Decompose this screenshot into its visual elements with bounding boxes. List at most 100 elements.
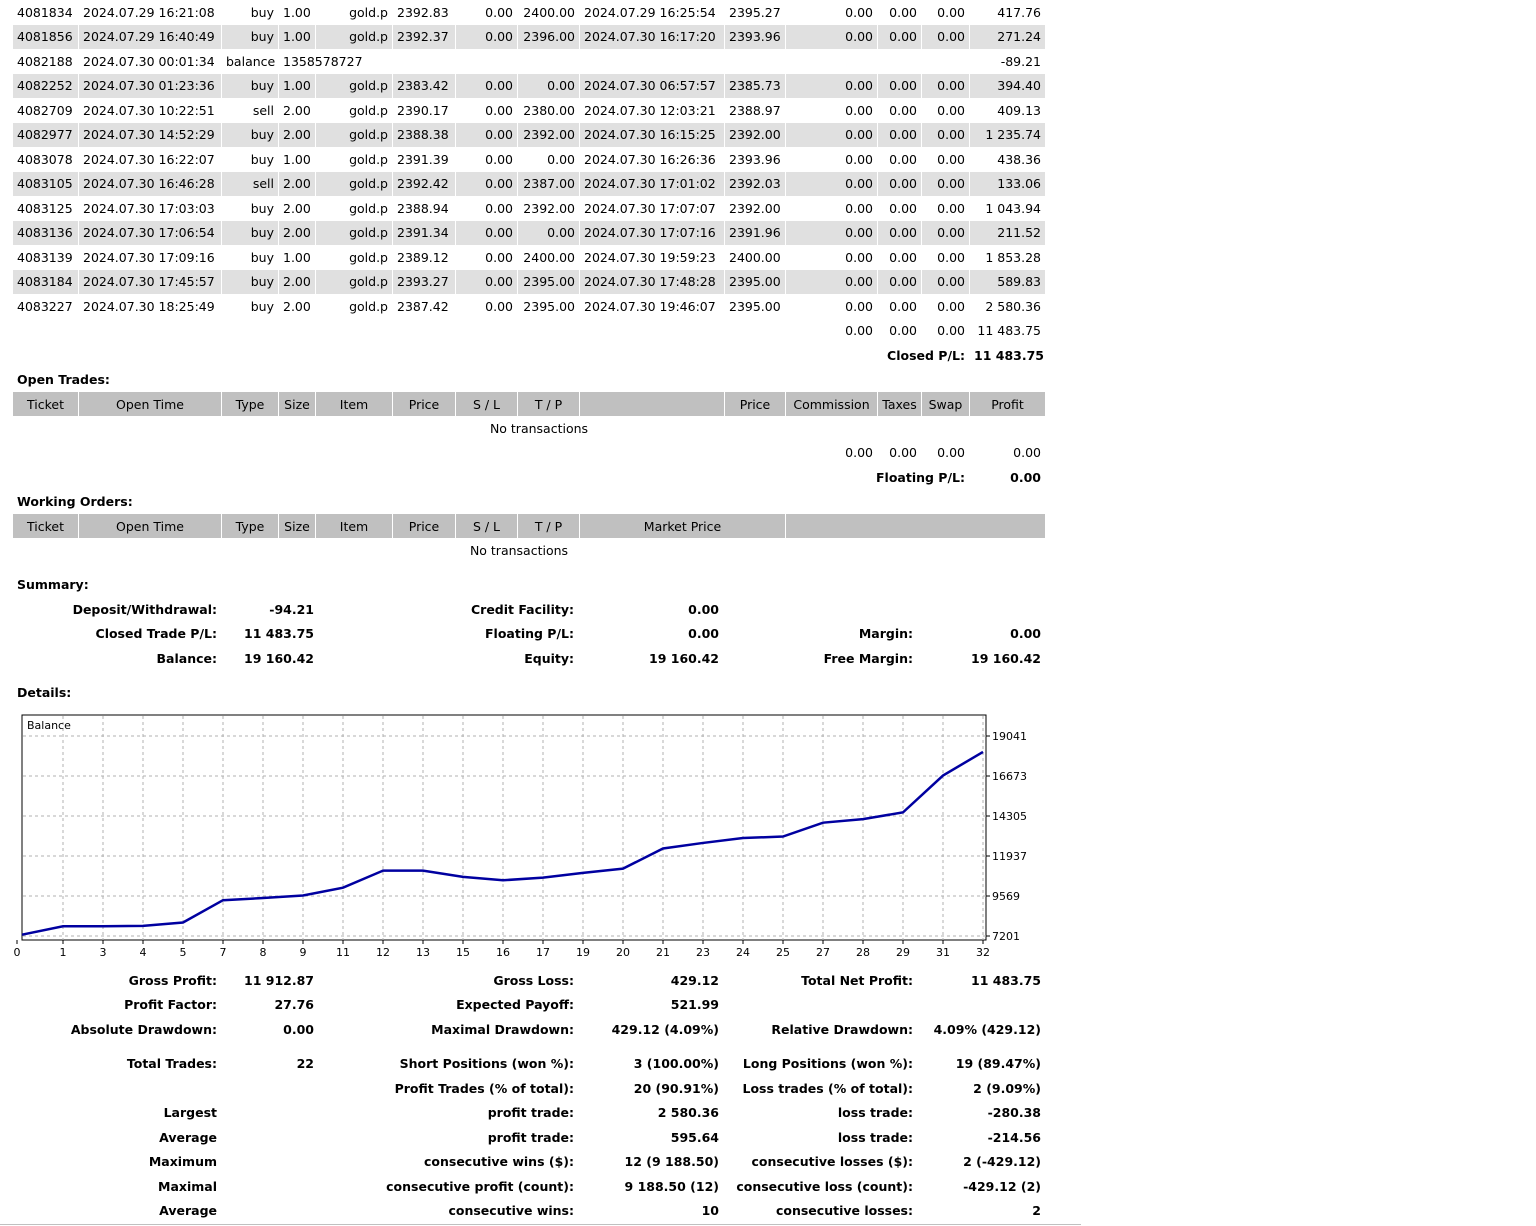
- maximal-cons-profit-label: consecutive profit (count):: [319, 1174, 579, 1199]
- close-time-cell: 2024.07.30 17:48:28: [580, 269, 725, 294]
- close-time-cell: 2024.07.30 16:26:36: [580, 147, 725, 172]
- taxes-cell: 0.00: [878, 294, 922, 319]
- close-price-cell: 2392.03: [725, 171, 786, 196]
- type-cell: buy: [222, 0, 279, 25]
- tp-cell: 2400.00: [518, 245, 580, 270]
- swap-cell: 0.00: [922, 98, 970, 123]
- item-cell: gold.p: [316, 98, 393, 123]
- table-row: 4081856 2024.07.29 16:40:49 buy 1.00 gold.p 2…: [13, 24, 1046, 49]
- profit-factor-label: Profit Factor:: [13, 992, 222, 1017]
- open-trades-col-header: Type: [222, 392, 279, 416]
- close-price-cell: 2395.00: [725, 269, 786, 294]
- average-profit-label: profit trade:: [319, 1125, 579, 1150]
- taxes-cell: 0.00: [878, 245, 922, 270]
- open-trades-col-header: Open Time: [79, 392, 222, 416]
- max-cons-wins-label: consecutive wins ($):: [319, 1149, 579, 1174]
- page-bottom-rule: [0, 1224, 1081, 1225]
- profit-cell: 417.76: [970, 0, 1046, 25]
- taxes-cell: 0.00: [878, 171, 922, 196]
- type-cell: balance: [222, 49, 279, 74]
- chart-y-tick-label: 7201: [992, 930, 1020, 943]
- table-row: 4082188 2024.07.30 00:01:34 balance 1358578…: [13, 49, 1046, 74]
- swap-cell: 0.00: [922, 269, 970, 294]
- open-swap-total: 0.00: [922, 440, 970, 465]
- maximal-cons-loss-label: consecutive loss (count):: [724, 1174, 918, 1199]
- ticket-cell: 4083184: [13, 269, 79, 294]
- balance-value: 19 160.42: [222, 646, 319, 671]
- chart-x-tick-label: 7: [220, 946, 227, 959]
- profit-cell: 133.06: [970, 171, 1046, 196]
- open-time-cell: 2024.07.29 16:21:08: [79, 0, 222, 25]
- table-row: 4081834 2024.07.29 16:21:08 buy 1.00 gold.p 2…: [13, 0, 1046, 25]
- largest-label: Largest: [13, 1100, 222, 1125]
- open-time-cell: 2024.07.30 17:09:16: [79, 245, 222, 270]
- item-cell: gold.p: [316, 122, 393, 147]
- chart-x-tick-label: 25: [776, 946, 790, 959]
- item-cell: gold.p: [316, 220, 393, 245]
- sl-cell: 0.00: [456, 98, 518, 123]
- profit-cell: 2 580.36: [970, 294, 1046, 319]
- closed-pl-row: Closed P/L: 11 483.75: [13, 343, 1046, 368]
- profit-cell: 211.52: [970, 220, 1046, 245]
- summary-floating-label: Floating P/L:: [319, 621, 579, 646]
- open-trades-empty: No transactions: [489, 420, 589, 436]
- table-row: 4083136 2024.07.30 17:06:54 buy 2.00 gold.p 2…: [13, 220, 1046, 245]
- balance-chart: 19041 16673 14305 11937 9569 7201 0 1 3 4 5 7 8 9 11 12…: [13, 714, 1046, 959]
- avg-cons-losses-label: consecutive losses:: [724, 1198, 918, 1223]
- profit-cell: 438.36: [970, 147, 1046, 172]
- closed-profit-total: 11 483.75: [970, 318, 1046, 343]
- swap-cell: 0.00: [922, 245, 970, 270]
- size-cell: 2.00: [279, 122, 316, 147]
- chart-x-tick-label: 24: [736, 946, 750, 959]
- swap-cell: 0.00: [922, 122, 970, 147]
- table-row: 4083227 2024.07.30 18:25:49 buy 2.00 gold.p 2…: [13, 294, 1046, 319]
- sl-cell: 0.00: [456, 196, 518, 221]
- open-trades-col-header: Taxes: [878, 392, 922, 416]
- size-cell: 1.00: [279, 73, 316, 98]
- chart-x-tick-label: 31: [936, 946, 950, 959]
- chart-x-tick-label: 21: [656, 946, 670, 959]
- type-cell: buy: [222, 122, 279, 147]
- size-cell: 2.00: [279, 220, 316, 245]
- taxes-cell: 0.00: [878, 24, 922, 49]
- balance-label: Balance:: [13, 646, 222, 671]
- close-time-cell: 2024.07.30 17:07:16: [580, 220, 725, 245]
- tp-cell: 2395.00: [518, 294, 580, 319]
- chart-x-tick-label: 9: [300, 946, 307, 959]
- rel-drawdown-value: 4.09% (429.12): [918, 1017, 1046, 1042]
- total-trades-value: 22: [222, 1051, 319, 1076]
- price-cell: 2392.83: [393, 0, 456, 25]
- item-cell: gold.p: [316, 0, 393, 25]
- summary-row-1: Deposit/Withdrawal: -94.21 Credit Facili…: [13, 597, 1046, 622]
- working-orders-col-header: [786, 514, 1046, 538]
- commission-cell: 0.00: [786, 220, 878, 245]
- ticket-cell: 4082252: [13, 73, 79, 98]
- stats-row-gross: Gross Profit: 11 912.87 Gross Loss: 429.…: [13, 968, 1046, 993]
- item-cell: gold.p: [316, 24, 393, 49]
- ticket-cell: 4083227: [13, 294, 79, 319]
- total-net-value: 11 483.75: [918, 968, 1046, 993]
- sl-cell: 0.00: [456, 245, 518, 270]
- summary-row-2: Closed Trade P/L: 11 483.75 Floating P/L…: [13, 621, 1046, 646]
- commission-cell: 0.00: [786, 171, 878, 196]
- profit-cell: 271.24: [970, 24, 1046, 49]
- closed-pl-label: Closed P/L:: [786, 343, 970, 368]
- summary-floating-value: 0.00: [579, 621, 724, 646]
- chart-x-tick-label: 4: [140, 946, 147, 959]
- close-time-cell: 2024.07.29 16:25:54: [580, 0, 725, 25]
- item-cell: gold.p: [316, 73, 393, 98]
- price-cell: 2391.39: [393, 147, 456, 172]
- close-price-cell: 2388.97: [725, 98, 786, 123]
- close-time-cell: 2024.07.30 19:46:07: [580, 294, 725, 319]
- open-trades-col-header: S / L: [456, 392, 518, 416]
- open-trades-empty-row: No transactions: [13, 416, 1046, 441]
- tp-cell: 2387.00: [518, 171, 580, 196]
- tp-cell: 2396.00: [518, 24, 580, 49]
- table-row: 4083139 2024.07.30 17:09:16 buy 1.00 gold.p 2…: [13, 245, 1046, 270]
- sl-cell: 0.00: [456, 0, 518, 25]
- expected-payoff-value: 521.99: [579, 992, 724, 1017]
- open-trades-col-header: Commission: [786, 392, 878, 416]
- average-profit-value: 595.64: [579, 1125, 724, 1150]
- open-trades-totals-row: 0.00 0.00 0.00 0.00: [13, 440, 1046, 465]
- working-orders-col-header: S / L: [456, 514, 518, 538]
